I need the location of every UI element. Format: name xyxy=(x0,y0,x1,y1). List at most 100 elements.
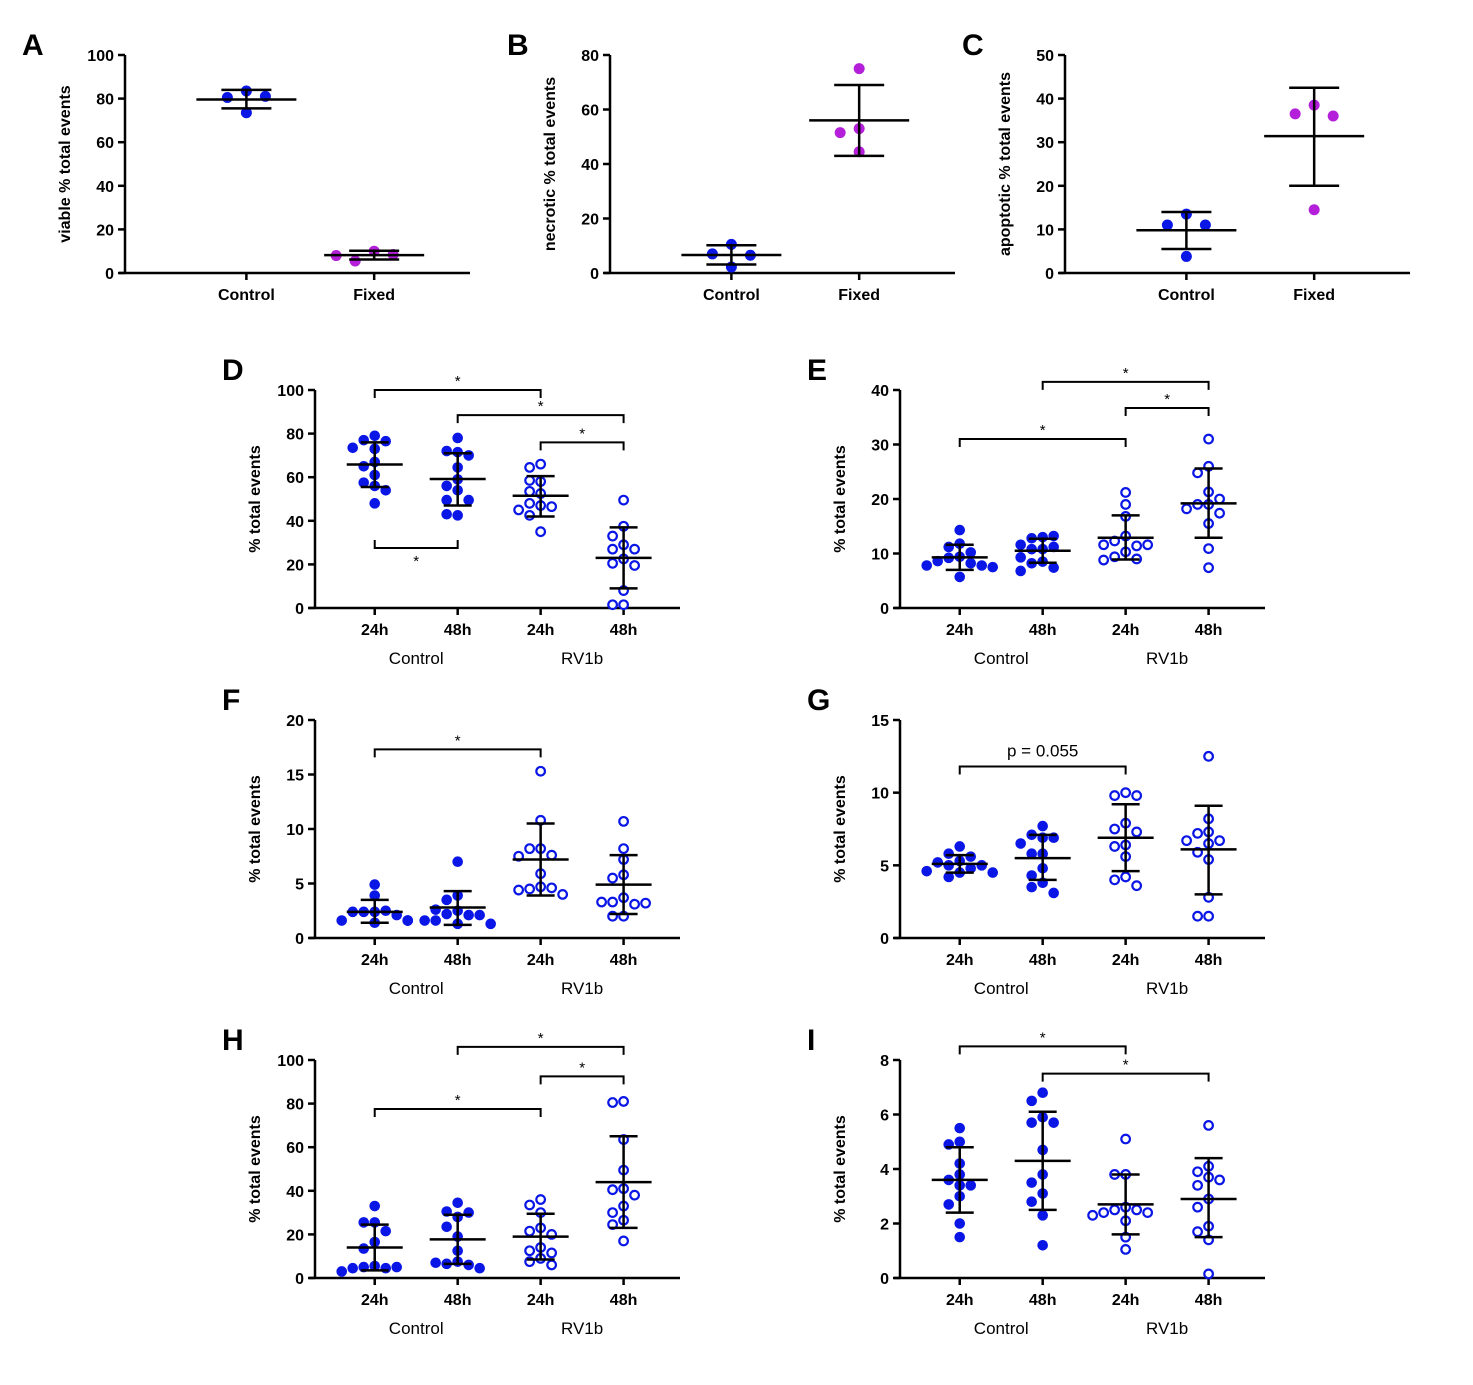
series-rv1b-24h xyxy=(1097,787,1154,892)
y-tick-label: 20 xyxy=(581,212,599,229)
data-point xyxy=(1026,870,1037,881)
data-point xyxy=(1131,880,1143,892)
data-point xyxy=(452,432,463,444)
mean-sd-bar xyxy=(429,451,486,507)
series-control-24h xyxy=(336,879,414,929)
data-point xyxy=(1048,1117,1059,1128)
y-axis-title: % total events xyxy=(247,445,264,553)
mean-sd-bar xyxy=(512,474,569,518)
data-point xyxy=(921,560,933,571)
group-label: RV1b xyxy=(1146,1319,1188,1338)
series-control xyxy=(1136,208,1237,262)
data-point xyxy=(596,896,607,908)
data-point xyxy=(557,888,569,900)
data-point xyxy=(474,1262,485,1274)
data-point xyxy=(524,883,536,895)
significance-bracket: * xyxy=(456,1030,625,1055)
data-point xyxy=(932,857,944,868)
significance-star: * xyxy=(413,553,419,570)
group-label: RV1b xyxy=(561,979,603,998)
data-point xyxy=(1192,467,1203,479)
data-point xyxy=(1037,1210,1048,1221)
series-control-24h xyxy=(931,1122,988,1243)
data-point xyxy=(1327,110,1339,122)
data-point xyxy=(524,485,536,497)
data-point xyxy=(1214,493,1225,505)
panel-letter: D xyxy=(222,354,244,387)
panel-letter: A xyxy=(22,29,44,62)
x-tick-label: 48h xyxy=(1195,622,1223,639)
data-point xyxy=(954,571,966,583)
data-point xyxy=(1192,1179,1203,1191)
data-point xyxy=(524,497,536,509)
data-point xyxy=(1120,499,1132,510)
bracket-line xyxy=(958,438,1127,448)
data-point xyxy=(965,558,977,569)
data-point xyxy=(976,860,988,871)
data-point xyxy=(369,1200,381,1212)
x-tick-label: 48h xyxy=(444,1292,472,1309)
data-point xyxy=(618,843,629,855)
significance-bracket: * xyxy=(373,373,542,398)
data-point xyxy=(1037,820,1048,832)
panel-I: I 0 2 4 6 8% total events 24h 48h 24h 48h Control R… xyxy=(805,1020,1275,1350)
data-point xyxy=(546,849,558,861)
data-point xyxy=(347,1262,359,1274)
group-label: Control xyxy=(974,979,1029,998)
chart-A: A 0 20 40 60 80 100 viable % total events Contro… xyxy=(22,29,470,304)
x-tick-label: 24h xyxy=(527,622,555,639)
data-point xyxy=(1131,540,1143,552)
series-fixed xyxy=(809,63,910,158)
bracket-line xyxy=(1041,380,1210,390)
data-point xyxy=(546,1247,558,1259)
data-point xyxy=(1214,1174,1225,1186)
bracket-line xyxy=(958,765,1127,775)
data-point xyxy=(430,904,441,915)
mean-sd-bar xyxy=(931,543,988,572)
group-label: Control xyxy=(389,649,444,668)
data-point xyxy=(463,909,474,921)
significance-star: * xyxy=(1123,1057,1129,1074)
data-point xyxy=(1048,887,1059,899)
data-point xyxy=(1120,787,1132,799)
group-label: RV1b xyxy=(561,649,603,668)
series-rv1b-24h xyxy=(512,765,569,900)
x-tick-label: 24h xyxy=(1112,1292,1140,1309)
panel-letter: F xyxy=(222,684,240,717)
data-point xyxy=(391,1261,403,1273)
data-point xyxy=(1109,841,1121,852)
data-point xyxy=(463,494,474,506)
data-point xyxy=(954,1218,966,1229)
mean-sd-bar xyxy=(429,889,486,927)
y-axis-title: % total events xyxy=(832,445,849,553)
series-rv1b-24h xyxy=(1097,487,1154,566)
data-point xyxy=(618,494,629,506)
data-point xyxy=(1214,507,1225,519)
chart-B: B 0 20 40 60 80 necrotic % total events Control… xyxy=(507,29,955,304)
data-point xyxy=(1203,910,1214,922)
data-point xyxy=(607,1207,618,1219)
y-tick-label: 40 xyxy=(581,157,599,174)
data-point xyxy=(524,1245,536,1257)
data-point xyxy=(441,908,452,920)
x-tick-label: 48h xyxy=(610,952,638,969)
mean-sd-bar xyxy=(1097,803,1154,873)
significance-bracket: * xyxy=(539,425,625,451)
panel-letter: E xyxy=(807,354,827,387)
bracket-line xyxy=(373,540,459,550)
x-tick-label: 24h xyxy=(946,1292,974,1309)
x-tick-label: 48h xyxy=(1029,952,1057,969)
y-tick-label: 20 xyxy=(286,713,304,730)
data-point xyxy=(441,894,452,906)
x-tick-label: 48h xyxy=(1195,952,1223,969)
significance-star: * xyxy=(455,1092,461,1109)
data-point xyxy=(1098,1207,1110,1219)
x-tick-label: 24h xyxy=(1112,952,1140,969)
series-control xyxy=(196,85,297,119)
series-control-48h xyxy=(429,1197,486,1274)
x-tick-label: 24h xyxy=(527,952,555,969)
y-tick-label: 10 xyxy=(871,547,889,564)
panel-letter: H xyxy=(222,1024,244,1057)
x-tick-label: 48h xyxy=(444,952,472,969)
y-tick-label: 20 xyxy=(871,492,889,509)
